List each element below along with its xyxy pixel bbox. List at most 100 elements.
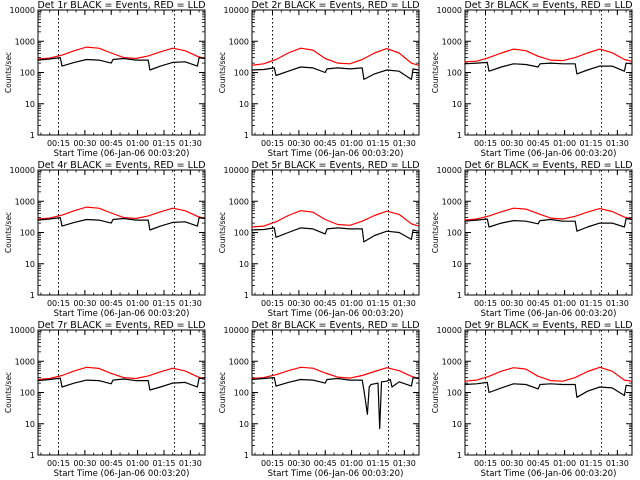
y-tick-label: 10 (239, 420, 249, 429)
x-tick-label: 01:15 (579, 459, 602, 468)
x-tick-label: 00:15 (261, 299, 284, 308)
plot-frame (251, 9, 420, 136)
y-tick-label: 100 (234, 389, 249, 398)
x-axis-label: Start Time (06-Jan-06 00:03:20) (481, 149, 617, 159)
events-series-line (37, 377, 205, 391)
y-axis-label: Counts/sec (218, 212, 227, 253)
x-tick-label: 01:00 (126, 139, 149, 148)
x-tick-label: 00:30 (287, 299, 310, 308)
y-axis-label: Counts/sec (431, 372, 440, 413)
x-tick-label: 01:15 (366, 459, 389, 468)
plot-frame (37, 329, 206, 456)
x-tick-label: 01:15 (366, 299, 389, 308)
x-tick-label: 01:15 (152, 459, 175, 468)
x-tick-label: 00:15 (474, 299, 497, 308)
x-tick-label: 00:45 (527, 459, 550, 468)
x-tick-label: 01:00 (126, 459, 149, 468)
x-tick-label: 00:45 (314, 299, 337, 308)
y-tick-label: 10 (25, 420, 35, 429)
y-tick-label: 10000 (10, 6, 35, 15)
y-tick-label: 100 (447, 389, 462, 398)
chart-title: Det 9r BLACK = Events, RED = LLD (464, 320, 632, 331)
x-tick-label: 00:30 (287, 139, 310, 148)
x-tick-label: 00:45 (100, 459, 123, 468)
y-tick-label: 1 (244, 451, 249, 460)
events-series-line (464, 381, 632, 398)
y-tick-label: 10 (25, 100, 35, 109)
x-tick-label: 01:15 (152, 139, 175, 148)
lld-series-line (251, 210, 419, 228)
y-axis-label: Counts/sec (218, 52, 227, 93)
y-tick-label: 100 (20, 389, 35, 398)
y-tick-label: 100 (20, 229, 35, 238)
x-tick-label: 00:15 (474, 139, 497, 148)
lld-series-line (464, 48, 632, 63)
x-tick-label: 01:00 (553, 139, 576, 148)
y-tick-label: 1000 (229, 197, 249, 206)
chart-title: Det 5r BLACK = Events, RED = LLD (251, 160, 419, 171)
events-series-line (251, 377, 419, 430)
chart-title: Det 6r BLACK = Events, RED = LLD (464, 160, 632, 171)
x-tick-label: 00:30 (73, 299, 96, 308)
y-tick-label: 10 (25, 260, 35, 269)
x-tick-label: 01:00 (126, 299, 149, 308)
x-tick-label: 01:15 (366, 139, 389, 148)
chart-title: Det 4r BLACK = Events, RED = LLD (37, 160, 205, 171)
x-tick-label: 01:30 (393, 139, 416, 148)
x-tick-label: 00:30 (500, 459, 523, 468)
x-tick-label: 00:15 (47, 299, 70, 308)
y-tick-label: 1000 (442, 357, 462, 366)
y-tick-label: 1 (30, 451, 35, 460)
x-tick-label: 00:15 (47, 139, 70, 148)
y-tick-label: 10000 (224, 326, 249, 335)
x-tick-label: 01:30 (606, 459, 629, 468)
x-tick-label: 00:45 (314, 459, 337, 468)
lld-series-line (251, 366, 419, 380)
x-tick-label: 00:30 (500, 299, 523, 308)
plot-frame (464, 9, 633, 136)
x-tick-label: 01:30 (606, 139, 629, 148)
events-series-line (37, 217, 205, 231)
y-tick-label: 1000 (442, 197, 462, 206)
chart-title: Det 2r BLACK = Events, RED = LLD (251, 0, 419, 11)
y-tick-label: 100 (234, 229, 249, 238)
x-tick-label: 00:15 (261, 139, 284, 148)
chart-panel-2: Det 2r BLACK = Events, RED = LLD 00:15 00:… (218, 0, 420, 159)
y-tick-label: 10000 (224, 166, 249, 175)
lld-series-line (37, 366, 205, 381)
lld-series-line (464, 366, 632, 382)
y-tick-label: 1 (244, 291, 249, 300)
x-tick-label: 00:30 (500, 139, 523, 148)
events-series-line (464, 61, 632, 75)
y-tick-label: 1000 (15, 357, 35, 366)
y-tick-label: 10 (452, 100, 462, 109)
y-tick-label: 1 (457, 291, 462, 300)
chart-panel-4: Det 4r BLACK = Events, RED = LLD 00:15 00:… (4, 160, 206, 319)
lld-series-line (251, 47, 419, 66)
x-tick-label: 00:15 (47, 459, 70, 468)
x-tick-label: 01:00 (553, 299, 576, 308)
events-series-line (251, 227, 419, 243)
y-tick-label: 10000 (437, 326, 462, 335)
x-tick-label: 00:45 (527, 139, 550, 148)
events-series-line (251, 66, 419, 81)
y-axis-label: Counts/sec (4, 372, 13, 413)
plot-frame (464, 169, 633, 296)
y-tick-label: 1 (457, 451, 462, 460)
x-tick-label: 01:00 (340, 139, 363, 148)
events-series-line (464, 217, 632, 232)
y-tick-label: 10000 (10, 166, 35, 175)
x-tick-label: 00:30 (287, 459, 310, 468)
chart-title: Det 8r BLACK = Events, RED = LLD (251, 320, 419, 331)
plot-frame (251, 329, 420, 456)
x-axis-label: Start Time (06-Jan-06 00:03:20) (481, 469, 617, 479)
y-tick-label: 1000 (15, 37, 35, 46)
x-tick-label: 01:30 (393, 299, 416, 308)
x-axis-label: Start Time (06-Jan-06 00:03:20) (481, 309, 617, 319)
